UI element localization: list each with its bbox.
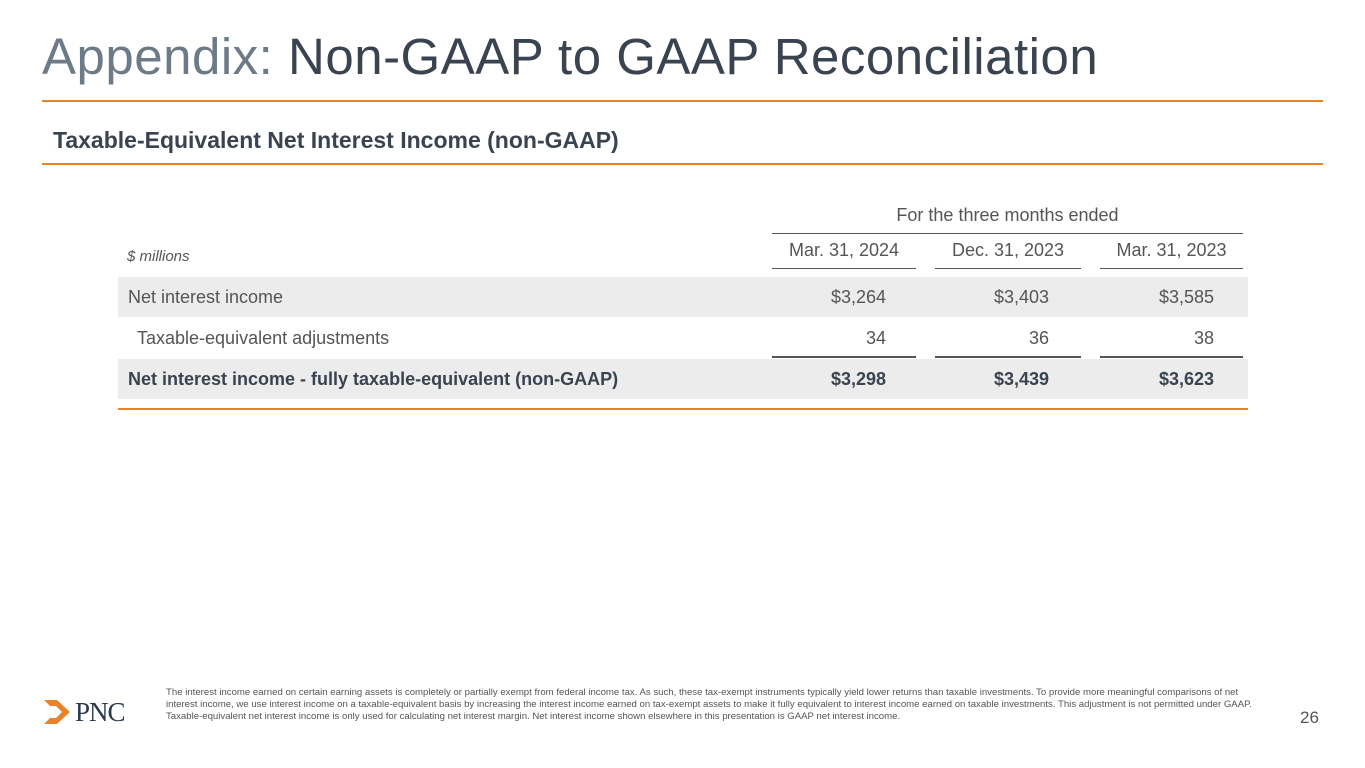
row-label: Taxable-equivalent adjustments [137, 328, 390, 348]
section-subtitle: Taxable-Equivalent Net Interest Income (… [53, 127, 619, 153]
page-number: 26 [1300, 708, 1319, 727]
row-value-mar-2024: $3,264 [830, 287, 886, 307]
title-divider [42, 100, 1323, 102]
subtitle-divider [42, 163, 1323, 165]
table-row-net-interest-income: Net interest income $3,264 $3,403 $3,585 [118, 277, 1248, 317]
table-row-net-interest-income-fte: Net interest income - fully taxable-equi… [118, 359, 1248, 399]
row-label: Net interest income [128, 287, 284, 307]
row-value-mar-2024: 34 [865, 328, 886, 348]
row-label: Net interest income - fully taxable-equi… [128, 369, 619, 389]
subtotal-underline [935, 356, 1081, 358]
column-header-mar-2024: Mar. 31, 2024 [772, 240, 916, 269]
row-value-dec-2023: 36 [1028, 328, 1049, 348]
row-value-mar-2023: $3,585 [1158, 287, 1214, 307]
footnote: The interest income earned on certain ea… [166, 687, 1252, 723]
row-value-mar-2023: 38 [1193, 328, 1214, 348]
pnc-logo-text: PNC [75, 697, 126, 727]
row-value-mar-2023: $3,623 [1158, 369, 1214, 389]
subtotal-underline [1100, 356, 1243, 358]
units-label: $ millions [127, 248, 190, 265]
column-header-dec-2023: Dec. 31, 2023 [935, 240, 1081, 269]
pnc-logo: PNC [41, 694, 145, 730]
subtotal-underline [772, 356, 916, 358]
row-value-dec-2023: $3,439 [993, 369, 1049, 389]
row-value-dec-2023: $3,403 [993, 287, 1049, 307]
slide-title: Appendix: Non-GAAP to GAAP Reconciliatio… [42, 26, 1098, 87]
period-group-header: For the three months ended [772, 205, 1243, 234]
row-value-mar-2024: $3,298 [830, 369, 886, 389]
column-header-mar-2023: Mar. 31, 2023 [1100, 240, 1243, 269]
pnc-logo-mark-icon [44, 700, 70, 724]
table-bottom-rule [118, 408, 1248, 410]
title-main: Non-GAAP to GAAP Reconciliation [288, 28, 1099, 85]
table-row-taxable-equivalent-adjustments: Taxable-equivalent adjustments 34 36 38 [118, 318, 1248, 358]
title-prefix: Appendix: [42, 28, 274, 85]
